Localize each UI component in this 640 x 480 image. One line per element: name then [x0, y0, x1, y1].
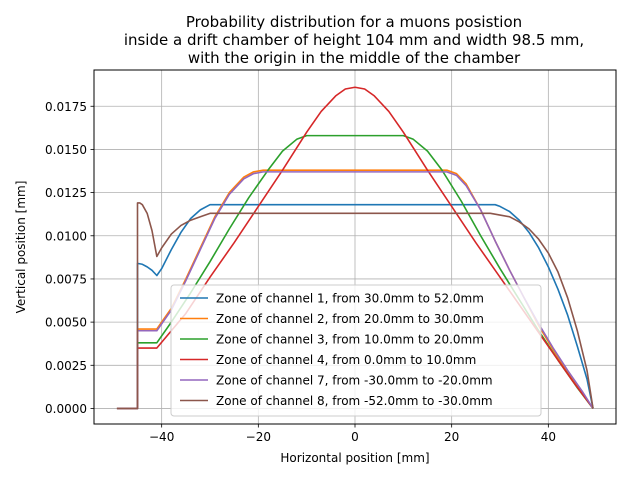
y-axis-label: Vertical position [mm] [14, 181, 28, 314]
title-line-2: inside a drift chamber of height 104 mm … [124, 31, 584, 49]
y-tick-label: 0.0050 [45, 316, 87, 330]
legend-label: Zone of channel 3, from 10.0mm to 20.0mm [216, 333, 484, 347]
legend: Zone of channel 1, from 30.0mm to 52.0mm… [170, 284, 542, 417]
chart-title: Probability distribution for a muons pos… [124, 13, 584, 67]
legend-label: Zone of channel 8, from -52.0mm to -30.0… [216, 394, 493, 408]
x-axis-ticks: −40 −20 0 20 40 [149, 424, 556, 444]
series-line-6 [116, 202, 594, 410]
x-tick-label: 0 [351, 430, 359, 444]
legend-label: Zone of channel 7, from -30.0mm to -20.0… [216, 374, 493, 388]
x-tick-label: 40 [541, 430, 556, 444]
x-axis-label: Horizontal position [mm] [280, 451, 429, 465]
y-tick-label: 0.0150 [45, 143, 87, 157]
y-tick-label: 0.0025 [45, 359, 87, 373]
legend-label: Zone of channel 2, from 20.0mm to 30.0mm [216, 312, 484, 326]
series-line-1 [116, 203, 594, 410]
x-tick-label: −40 [149, 430, 174, 444]
y-tick-label: 0.0100 [45, 229, 87, 243]
y-tick-label: 0.0125 [45, 186, 87, 200]
legend-box [170, 284, 542, 417]
title-line-3: with the origin in the middle of the cha… [188, 49, 521, 67]
x-tick-label: 20 [444, 430, 459, 444]
y-tick-label: 0.0175 [45, 100, 87, 114]
y-tick-label: 0.0000 [45, 402, 87, 416]
title-line-1: Probability distribution for a muons pos… [186, 13, 522, 31]
y-axis-ticks: 0.0000 0.0025 0.0050 0.0075 0.0100 0.0125 0.01… [45, 100, 94, 416]
legend-label: Zone of channel 4, from 0.0mm to 10.0mm [216, 353, 476, 367]
y-tick-label: 0.0075 [45, 272, 87, 286]
legend-label: Zone of channel 1, from 30.0mm to 52.0mm [216, 292, 484, 306]
x-tick-label: −20 [246, 430, 271, 444]
